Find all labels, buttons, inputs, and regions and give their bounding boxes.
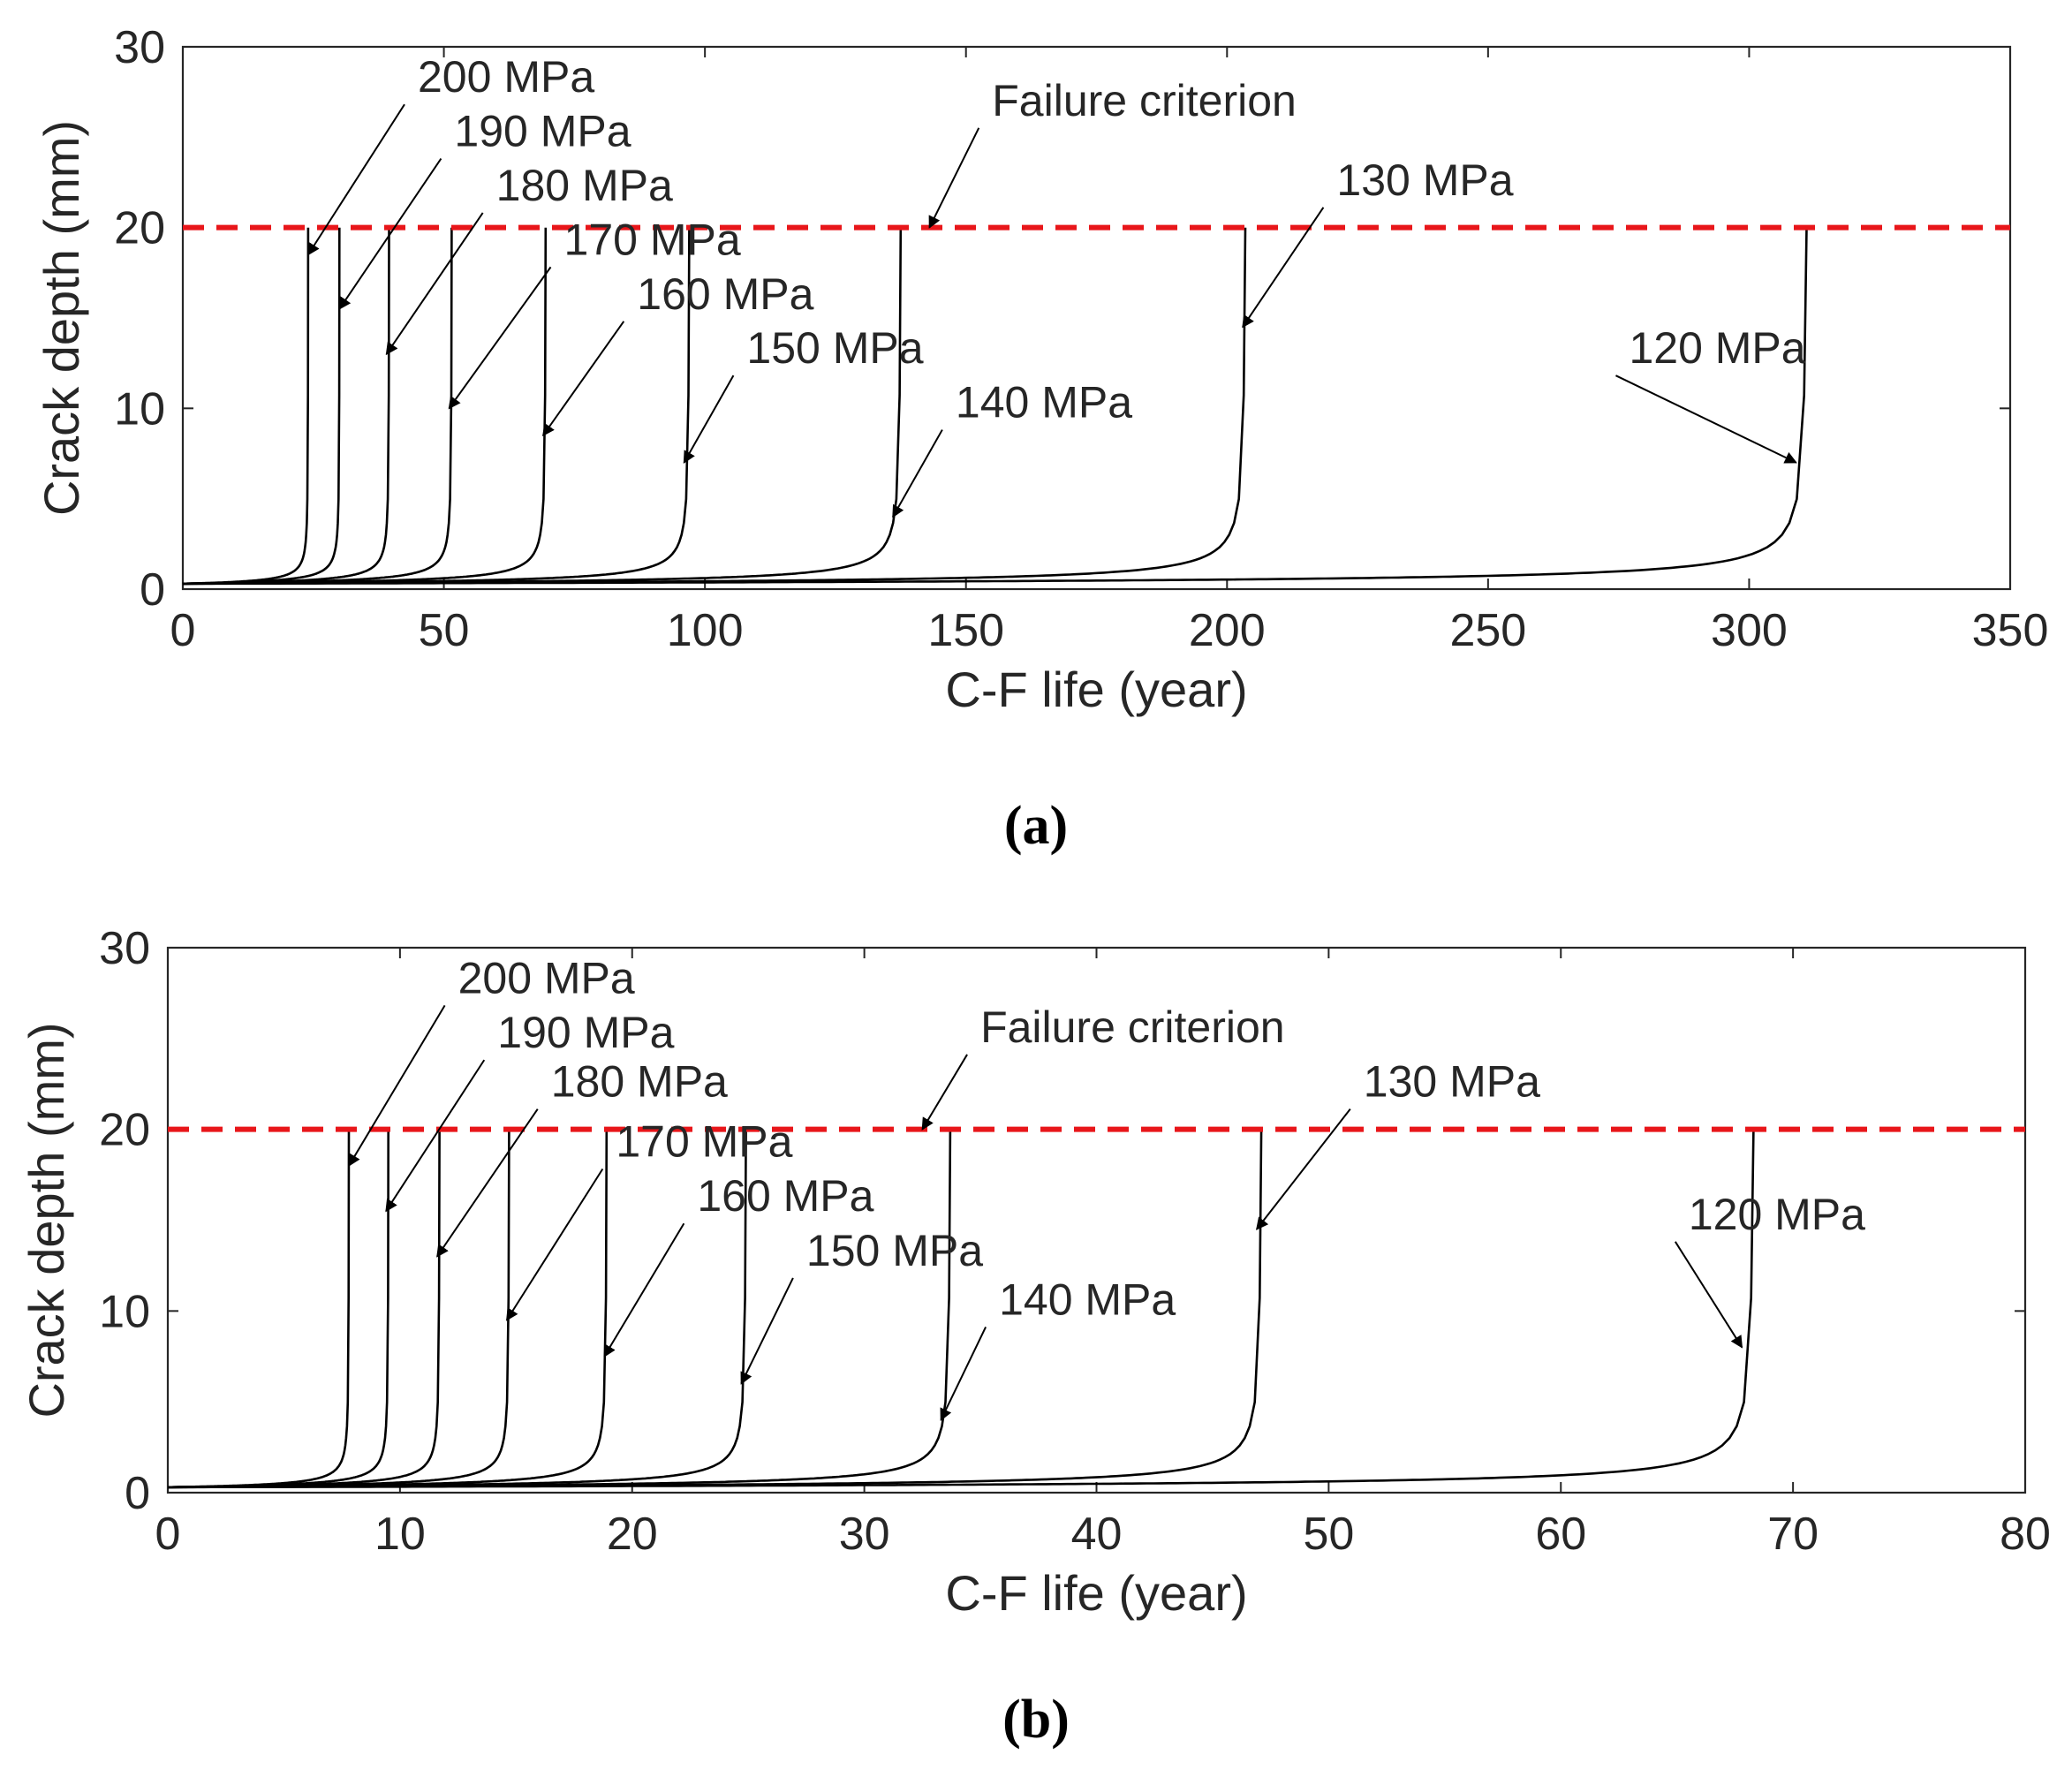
series-label: 130 MPa bbox=[1336, 155, 1513, 205]
x-tick-label: 80 bbox=[2000, 1509, 2051, 1560]
plot-area-frame bbox=[181, 45, 2012, 591]
x-axis-label: C-F life (year) bbox=[945, 662, 1247, 717]
x-tick-label: 0 bbox=[155, 1509, 181, 1560]
failure-criterion-arrow bbox=[921, 1054, 968, 1131]
x-tick-label: 0 bbox=[170, 605, 196, 656]
y-tick-label: 20 bbox=[114, 203, 165, 254]
annotation-arrow bbox=[385, 1059, 486, 1213]
series-label: 200 MPa bbox=[458, 953, 635, 1002]
x-tick-label: 40 bbox=[1071, 1509, 1123, 1560]
failure-criterion-label: Failure criterion bbox=[992, 76, 1297, 125]
annotation-arrow bbox=[505, 1168, 604, 1321]
chart-panel-b: 0 10 20 30 40 50 60 70 80 0 10 20 30 C-F life (year) C… bbox=[19, 923, 2051, 1621]
x-axis-label: C-F life (year) bbox=[945, 1565, 1247, 1621]
annotation-arrow bbox=[1615, 374, 1797, 464]
x-tick-label: 10 bbox=[374, 1509, 426, 1560]
panel-caption: (a) bbox=[1004, 796, 1068, 856]
series-label: 170 MPa bbox=[616, 1117, 792, 1167]
annotation-arrow bbox=[603, 1222, 685, 1358]
series-label: 120 MPa bbox=[1689, 1190, 1865, 1239]
y-tick-label: 30 bbox=[99, 923, 150, 974]
series-label: 200 MPa bbox=[418, 52, 594, 102]
annotation-arrow bbox=[385, 212, 484, 356]
annotation-arrow bbox=[892, 429, 943, 518]
annotation-arrow bbox=[307, 103, 405, 256]
series-label: 180 MPa bbox=[496, 161, 673, 210]
x-tick-label: 350 bbox=[1972, 605, 2049, 656]
x-tick-label: 250 bbox=[1449, 605, 1526, 656]
annotation-arrow bbox=[1242, 207, 1325, 329]
failure-criterion-label: Failure criterion bbox=[980, 1002, 1285, 1052]
y-tick-label: 10 bbox=[114, 383, 165, 435]
series-label: 160 MPa bbox=[637, 269, 813, 319]
series-label: 150 MPa bbox=[806, 1226, 983, 1275]
y-axis-label: Crack depth (mm) bbox=[19, 1022, 74, 1418]
series-label: 150 MPa bbox=[746, 323, 923, 373]
panel-caption: (b) bbox=[1002, 1690, 1070, 1750]
series-label: 120 MPa bbox=[1629, 323, 1805, 373]
series-line-120-mpa bbox=[182, 227, 1808, 586]
series-label: 160 MPa bbox=[697, 1171, 873, 1221]
y-tick-label: 10 bbox=[99, 1286, 150, 1337]
x-tick-label: 20 bbox=[607, 1509, 658, 1560]
series-label: 180 MPa bbox=[551, 1057, 728, 1107]
y-tick-label: 30 bbox=[114, 22, 165, 73]
series-label: 140 MPa bbox=[999, 1274, 1176, 1324]
y-tick-label: 20 bbox=[99, 1105, 150, 1156]
annotation-arrow bbox=[542, 321, 625, 437]
x-tick-label: 70 bbox=[1767, 1509, 1819, 1560]
chart-panel-a: 0 50 100 150 200 250 300 350 0 10 20 30 C-F life (ye… bbox=[34, 22, 2048, 717]
annotation-arrow bbox=[940, 1327, 987, 1421]
series-label: 130 MPa bbox=[1364, 1057, 1540, 1107]
y-tick-label: 0 bbox=[140, 564, 165, 616]
x-tick-label: 150 bbox=[927, 605, 1004, 656]
annotation-arrow bbox=[683, 374, 735, 464]
series-label: 190 MPa bbox=[497, 1008, 674, 1057]
x-tick-label: 50 bbox=[1303, 1509, 1354, 1560]
series-label: 190 MPa bbox=[454, 107, 631, 156]
x-tick-label: 200 bbox=[1189, 605, 1266, 656]
x-tick-label: 300 bbox=[1711, 605, 1788, 656]
y-axis-label: Crack depth (mm) bbox=[34, 120, 89, 516]
plot-area-frame bbox=[166, 946, 2027, 1494]
annotation-arrow bbox=[1674, 1241, 1743, 1349]
x-tick-label: 30 bbox=[839, 1509, 890, 1560]
annotation-arrow bbox=[436, 1108, 539, 1258]
x-tick-label: 100 bbox=[667, 605, 744, 656]
x-tick-label: 60 bbox=[1535, 1509, 1586, 1560]
annotation-arrow bbox=[448, 266, 552, 410]
failure-criterion-arrow bbox=[928, 127, 980, 229]
series-label: 140 MPa bbox=[956, 378, 1132, 427]
y-tick-label: 0 bbox=[125, 1468, 150, 1519]
annotation-arrow bbox=[338, 158, 442, 310]
annotation-arrow bbox=[1256, 1108, 1351, 1230]
annotation-arrow bbox=[348, 1004, 446, 1168]
series-label: 170 MPa bbox=[564, 215, 741, 264]
series-line-120-mpa bbox=[168, 1129, 1755, 1489]
x-tick-label: 50 bbox=[419, 605, 470, 656]
annotation-arrow bbox=[740, 1277, 794, 1385]
